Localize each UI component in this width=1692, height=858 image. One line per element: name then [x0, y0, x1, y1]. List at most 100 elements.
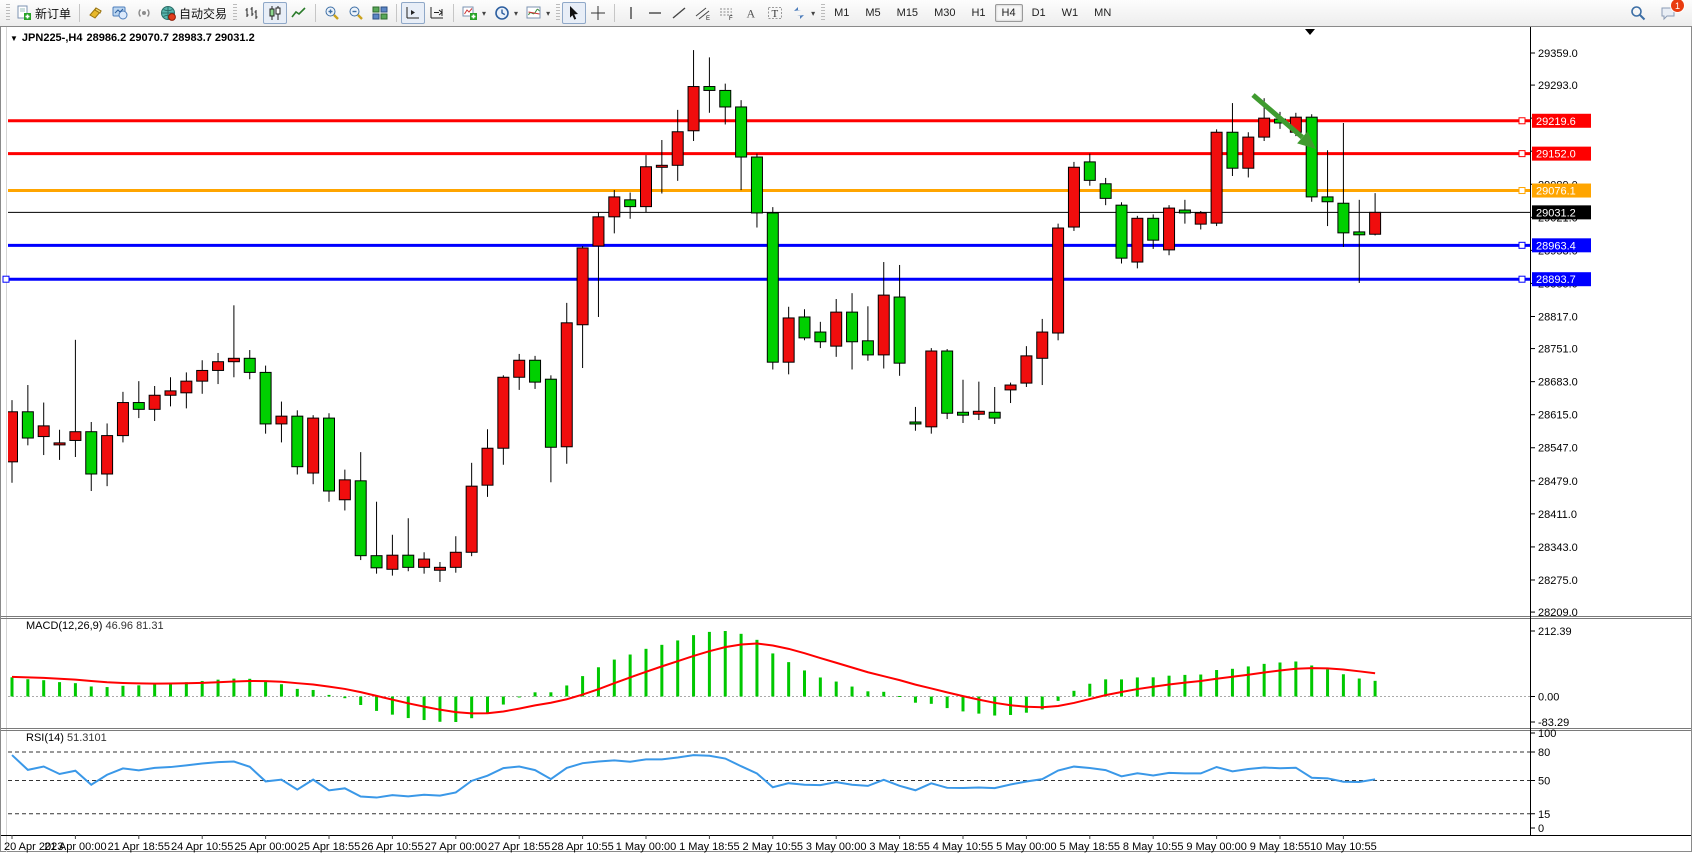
candle — [877, 294, 890, 356]
search-icon — [1630, 5, 1646, 21]
signals-button[interactable] — [132, 2, 156, 24]
candle — [1052, 227, 1065, 334]
candle — [1115, 204, 1128, 259]
time-axis-label: 21 Apr 18:55 — [108, 841, 170, 853]
candle — [116, 402, 129, 437]
price-label-box — [1532, 146, 1591, 161]
macd-axis-label: 0.00 — [1538, 692, 1559, 704]
timeframe-button-d1[interactable]: D1 — [1031, 7, 1046, 19]
template-icon — [526, 5, 542, 21]
indicators-button[interactable]: ▾ — [458, 2, 490, 24]
search-button[interactable] — [1626, 2, 1650, 24]
zoom-out-button[interactable] — [344, 2, 368, 24]
candle — [782, 317, 795, 363]
chart-shift-button[interactable] — [401, 2, 426, 24]
new-order-button[interactable]: 新订单 — [12, 2, 75, 25]
price-tick-label: 28615.0 — [1538, 410, 1578, 422]
auto-trading-button[interactable]: 自动交易 — [156, 2, 231, 25]
toolbar-grip — [556, 4, 561, 22]
time-axis-label: 27 Apr 00:00 — [425, 841, 487, 853]
price-tick-label: 28817.0 — [1538, 311, 1578, 323]
hline-handle[interactable] — [1518, 187, 1526, 195]
candle — [148, 394, 161, 410]
hline-handle[interactable] — [2, 275, 10, 283]
price-label-text: 28963.4 — [1536, 240, 1576, 252]
bar-chart-icon — [243, 5, 259, 21]
time-axis-label: 27 Apr 18:55 — [488, 841, 550, 853]
timeframe-button-h1[interactable]: H1 — [971, 7, 986, 19]
auto-trading-globe-icon — [160, 5, 176, 21]
text-label-tool-button[interactable]: T — [763, 2, 787, 24]
candle — [53, 442, 66, 446]
time-axis-label: 21 Apr 00:00 — [44, 841, 106, 853]
rsi-axis-label: 80 — [1538, 747, 1550, 759]
price-tick-label: 28275.0 — [1538, 575, 1578, 587]
time-axis-label: 25 Apr 18:55 — [298, 841, 360, 853]
price-chart[interactable]: 29359.029293.029225.029157.029089.029021… — [0, 26, 1692, 858]
rsi-axis-label: 15 — [1538, 809, 1550, 821]
candle — [227, 357, 240, 363]
candle — [814, 331, 827, 343]
hline-handle[interactable] — [1518, 150, 1526, 158]
bar-chart-mode-button[interactable] — [239, 2, 263, 24]
text-icon: A — [743, 5, 759, 21]
candle — [1020, 355, 1033, 384]
timeframe-button-m1[interactable]: M1 — [834, 7, 850, 19]
candle — [338, 479, 351, 501]
rsi-line — [11, 754, 1376, 799]
horizontal-line-tool-button[interactable] — [643, 2, 667, 24]
candle — [180, 380, 193, 394]
zoom-in-button[interactable] — [320, 2, 344, 24]
timeframe-button-m30[interactable]: M30 — [934, 7, 956, 19]
time-axis-label: 4 May 10:55 — [933, 841, 994, 853]
down-arrow-annotation[interactable] — [1251, 93, 1304, 140]
candle — [1226, 131, 1239, 169]
price-label-box — [1532, 272, 1591, 287]
chart-shift-marker-icon[interactable] — [1305, 29, 1315, 35]
vertical-line-icon — [623, 5, 639, 21]
templates-button[interactable]: ▾ — [522, 2, 554, 24]
price-label-text: 28893.7 — [1536, 274, 1576, 286]
periods-button[interactable]: ▾ — [490, 2, 522, 24]
price-tick-label: 29359.0 — [1538, 48, 1578, 60]
trendline-tool-button[interactable] — [667, 2, 691, 24]
macd-axis-label: -83.29 — [1538, 717, 1569, 729]
cursor-tool-button[interactable] — [562, 2, 587, 24]
candle-chart-mode-button[interactable] — [263, 2, 288, 24]
text-label-icon: T — [767, 5, 783, 21]
equidistant-channel-tool-button[interactable]: E — [691, 2, 715, 24]
arrows-tool-button[interactable]: ▾ — [787, 2, 819, 24]
time-axis-label: 10 May 10:55 — [1310, 841, 1377, 853]
candle — [592, 216, 605, 247]
candle — [529, 359, 542, 383]
market-watch-button[interactable] — [108, 2, 132, 24]
candle — [1131, 217, 1144, 263]
signals-icon — [136, 5, 152, 21]
funds-button[interactable] — [84, 2, 108, 24]
hline-handle[interactable] — [1518, 241, 1526, 249]
candle — [275, 415, 288, 425]
notifications-button[interactable]: 1 — [1656, 0, 1685, 24]
text-tool-button[interactable]: A — [739, 2, 763, 24]
svg-text:T: T — [772, 8, 779, 20]
candle — [1353, 231, 1366, 236]
timeframe-button-h4[interactable]: H4 — [994, 4, 1023, 22]
crosshair-tool-button[interactable] — [586, 2, 610, 24]
line-chart-mode-button[interactable] — [287, 2, 311, 24]
time-axis-label: 25 Apr 00:00 — [234, 841, 296, 853]
auto-scroll-button[interactable] — [425, 2, 449, 24]
timeframe-button-m15[interactable]: M15 — [896, 7, 919, 19]
timeframe-button-mn[interactable]: MN — [1094, 7, 1112, 19]
dropdown-caret: ▾ — [482, 8, 487, 18]
hline-handle[interactable] — [1518, 275, 1526, 283]
fibonacci-tool-button[interactable]: F — [715, 2, 739, 24]
candle — [766, 212, 779, 363]
timeframe-button-m5[interactable]: M5 — [865, 7, 881, 19]
candle — [941, 350, 954, 414]
crosshair-icon — [590, 5, 606, 21]
tile-windows-button[interactable] — [368, 2, 392, 24]
hline-handle[interactable] — [1518, 117, 1526, 125]
vertical-line-tool-button[interactable] — [619, 2, 643, 24]
timeframe-button-w1[interactable]: W1 — [1061, 7, 1079, 19]
candle — [893, 296, 906, 364]
